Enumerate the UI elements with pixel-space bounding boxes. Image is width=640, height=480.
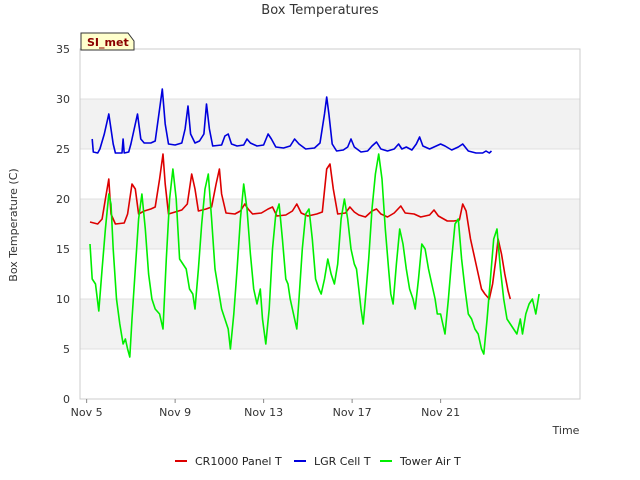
y-tick-label: 10 [56, 293, 70, 306]
legend: CR1000 Panel T LGR Cell T Tower Air T [175, 455, 461, 468]
legend-label-1: LGR Cell T [314, 455, 371, 468]
series-lines [89, 88, 540, 358]
y-axis-label: Box Temperature (C) [7, 168, 20, 281]
y-tick-label: 5 [63, 343, 70, 356]
series-line-0 [89, 153, 512, 300]
y-tick-label: 25 [56, 143, 70, 156]
series-line-1 [91, 88, 493, 154]
x-axis-label: Time [552, 424, 580, 437]
site-tag-shape [80, 32, 135, 51]
y-axis-ticks: 0 5 10 15 20 25 30 35 [56, 43, 70, 406]
x-tick-label: Nov 17 [333, 406, 372, 419]
y-tick-label: 30 [56, 93, 70, 106]
x-tick-label: Nov 9 [159, 406, 191, 419]
x-axis-ticks: Nov 5 Nov 9 Nov 13 Nov 17 Nov 21 [71, 399, 460, 419]
series-line-2 [89, 153, 540, 358]
y-tick-label: 35 [56, 43, 70, 56]
legend-label-2: Tower Air T [399, 455, 461, 468]
legend-label-0: CR1000 Panel T [195, 455, 282, 468]
y-tick-label: 0 [63, 393, 70, 406]
site-tag-badge: SI_met [80, 32, 135, 51]
plot-area-frame [79, 48, 581, 400]
x-tick-label: Nov 5 [71, 406, 103, 419]
x-tick-label: Nov 13 [244, 406, 283, 419]
x-tick-label: Nov 21 [421, 406, 460, 419]
y-tick-label: 20 [56, 193, 70, 206]
chart-title: Box Temperatures [261, 3, 379, 18]
site-tag-label: SI_met [87, 36, 129, 49]
y-tick-label: 15 [56, 243, 70, 256]
background-band [80, 199, 580, 249]
